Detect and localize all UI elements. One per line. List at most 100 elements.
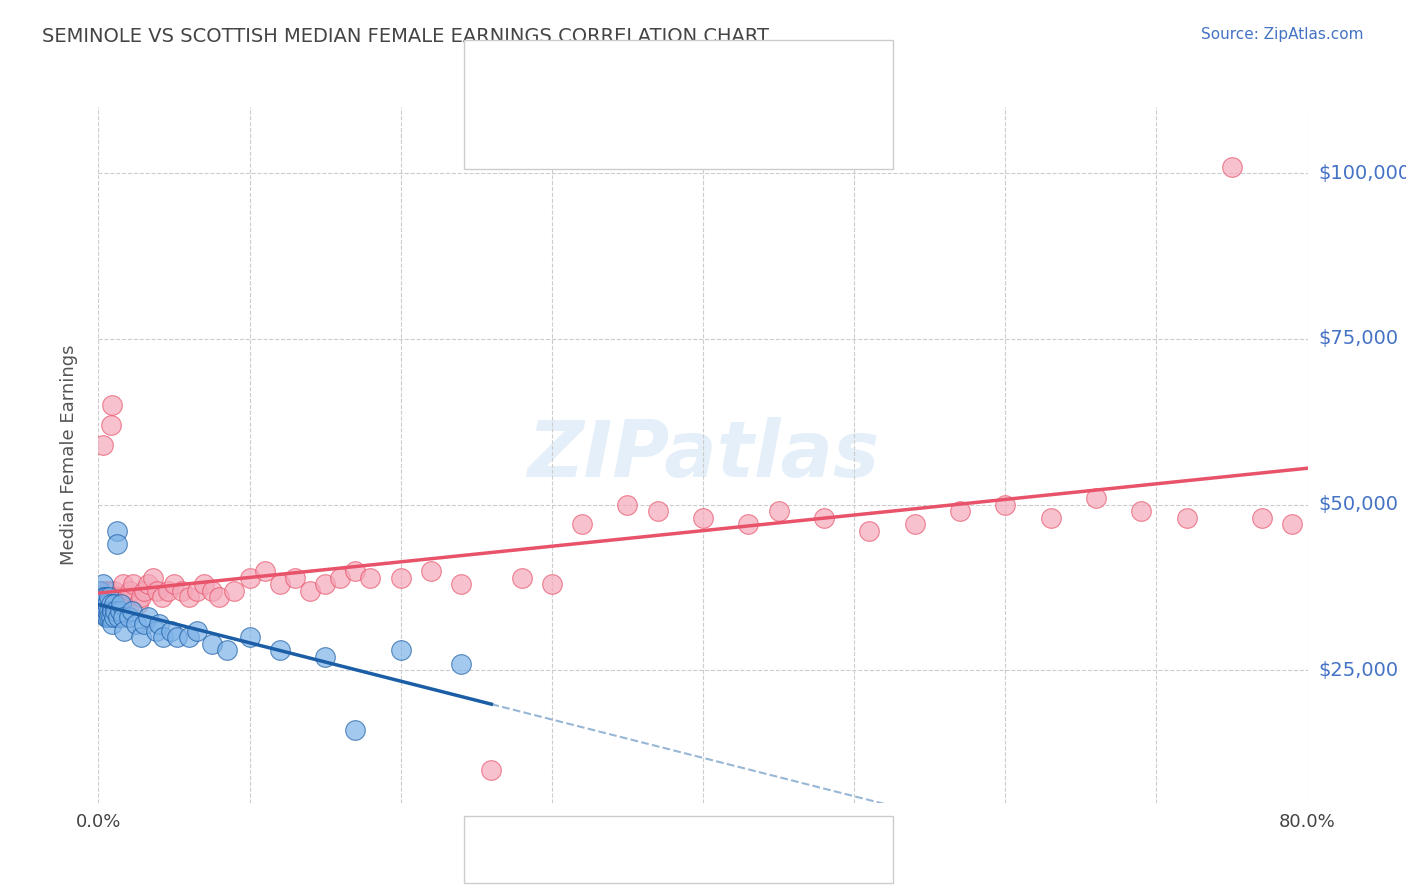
Point (98, 610, 121, 624)
Point (177, 630, 201, 644)
Text: Seminole: Seminole (546, 840, 630, 859)
Point (299, 583, 322, 598)
Point (858, 524, 880, 538)
Point (110, 591, 132, 605)
Text: R =: R = (543, 70, 585, 88)
Point (616, 498, 638, 512)
Point (1085, 491, 1108, 505)
Point (186, 583, 208, 598)
Point (163, 577, 186, 591)
Point (284, 570, 307, 584)
Point (89, 591, 111, 605)
Point (253, 564, 276, 578)
Point (1130, 504, 1153, 518)
Point (239, 630, 262, 644)
Point (89, 583, 111, 598)
Point (768, 504, 790, 518)
Point (90, 591, 112, 605)
Point (269, 643, 291, 657)
Text: 77: 77 (790, 121, 815, 140)
Point (148, 616, 170, 631)
Point (103, 583, 125, 598)
Point (224, 583, 246, 598)
Point (1251, 511, 1274, 525)
Point (142, 570, 165, 584)
Point (91, 438, 114, 452)
Point (103, 597, 125, 611)
Text: 0.133: 0.133 (614, 121, 676, 140)
Point (93, 604, 115, 618)
Point (107, 610, 129, 624)
Point (239, 570, 262, 584)
Point (108, 604, 131, 618)
Point (100, 591, 122, 605)
Point (96, 604, 118, 618)
Point (193, 577, 215, 591)
Point (100, 597, 122, 611)
Text: SEMINOLE VS SCOTTISH MEDIAN FEMALE EARNINGS CORRELATION CHART: SEMINOLE VS SCOTTISH MEDIAN FEMALE EARNI… (42, 27, 769, 45)
Point (166, 630, 188, 644)
Point (150, 591, 173, 605)
Point (108, 604, 131, 618)
Point (201, 583, 224, 598)
Point (132, 616, 155, 631)
Point (93, 591, 115, 605)
Point (90, 597, 112, 611)
Text: $25,000: $25,000 (1319, 661, 1399, 680)
Point (186, 624, 208, 638)
Point (201, 637, 224, 651)
Point (91, 591, 114, 605)
Point (389, 570, 412, 584)
Point (146, 583, 169, 598)
Point (647, 504, 669, 518)
Point (904, 517, 927, 532)
Point (314, 650, 336, 665)
Point (94, 597, 117, 611)
Point (94, 591, 117, 605)
Text: Scottish: Scottish (727, 840, 799, 859)
Point (90, 583, 112, 598)
Point (132, 583, 155, 598)
Point (91, 604, 114, 618)
Point (105, 537, 128, 551)
Point (96, 597, 118, 611)
Point (692, 511, 714, 525)
Point (1281, 517, 1303, 532)
Text: N =: N = (727, 70, 770, 88)
Point (105, 591, 128, 605)
Point (94, 604, 117, 618)
Point (1220, 160, 1243, 174)
Text: N =: N = (727, 121, 770, 140)
Point (129, 630, 152, 644)
Point (107, 597, 129, 611)
Point (481, 763, 503, 777)
Text: Source: ZipAtlas.com: Source: ZipAtlas.com (1201, 27, 1364, 42)
Point (94, 583, 117, 598)
Point (510, 570, 533, 584)
Text: $75,000: $75,000 (1319, 329, 1399, 349)
Point (127, 597, 149, 611)
Text: R =: R = (543, 121, 585, 140)
Y-axis label: Median Female Earnings: Median Female Earnings (59, 344, 77, 566)
Point (129, 591, 152, 605)
Text: $100,000: $100,000 (1319, 164, 1406, 183)
Bar (486, 114, 526, 147)
Point (105, 524, 128, 538)
Point (269, 577, 291, 591)
Point (120, 583, 142, 598)
Point (98, 604, 121, 618)
Point (98, 597, 121, 611)
Point (571, 517, 593, 532)
Point (136, 610, 159, 624)
Point (103, 610, 125, 624)
Point (329, 570, 352, 584)
Bar (486, 62, 526, 96)
Point (177, 591, 201, 605)
Point (111, 577, 134, 591)
Point (360, 570, 382, 584)
Point (118, 610, 141, 624)
Point (344, 723, 367, 737)
Point (145, 624, 167, 638)
Point (136, 577, 159, 591)
Point (1039, 511, 1062, 525)
